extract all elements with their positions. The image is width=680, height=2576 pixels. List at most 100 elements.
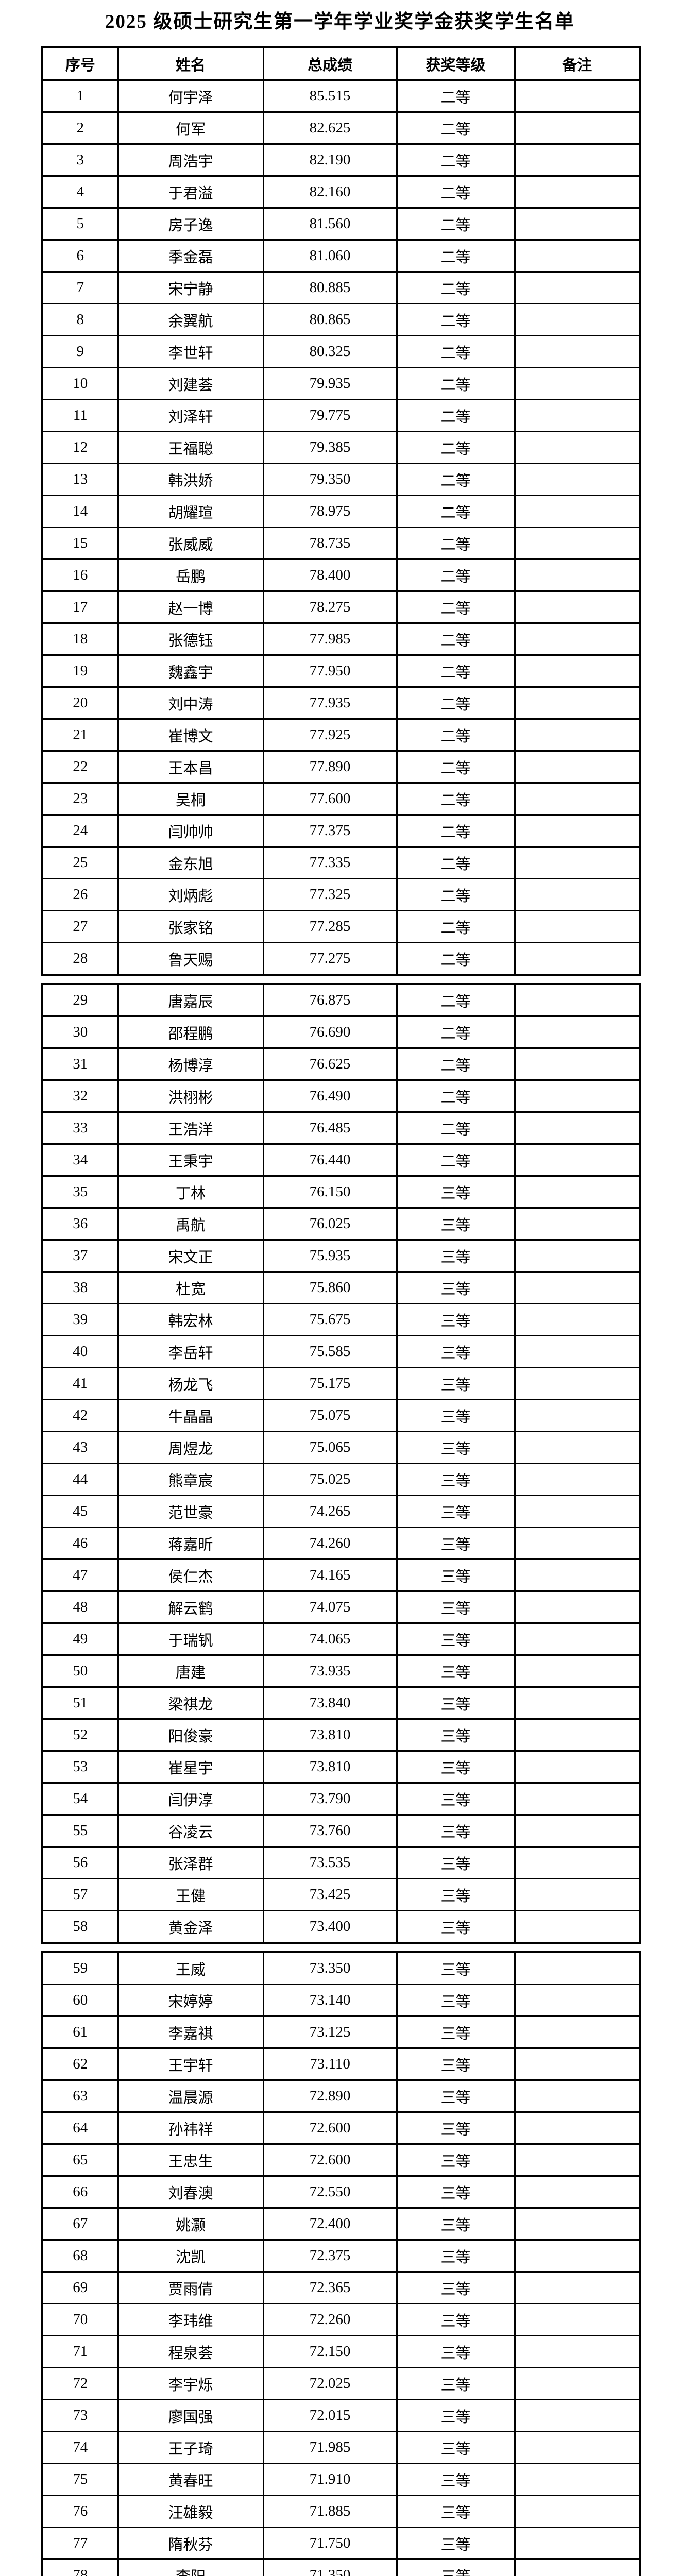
score-cell: 73.425 [262,1878,398,1911]
note-cell [514,239,641,273]
serial-cell: 65 [41,2143,119,2177]
award-cell: 二等 [396,558,516,592]
note-cell [514,782,641,816]
note-cell [514,718,641,752]
name-cell: 禹航 [117,1207,264,1241]
serial-cell: 38 [41,1271,119,1304]
name-cell: 崔星宇 [117,1750,264,1784]
note-cell [514,1782,641,1816]
award-cell: 二等 [396,686,516,720]
score-cell: 73.140 [262,1984,398,2017]
award-cell: 三等 [396,1878,516,1911]
serial-cell: 10 [41,367,119,400]
score-cell: 78.975 [262,495,398,528]
note-cell [514,1335,641,1368]
note-cell [514,2367,641,2400]
award-cell: 三等 [396,1239,516,1273]
note-cell [514,878,641,911]
score-cell: 74.075 [262,1590,398,1624]
serial-cell: 53 [41,1750,119,1784]
score-cell: 74.065 [262,1622,398,1656]
score-cell: 81.560 [262,207,398,241]
score-cell: 71.350 [262,2558,398,2576]
table-row: 24 闫帅帅 77.375 二等 [41,814,641,848]
score-cell: 73.110 [262,2047,398,2081]
serial-cell: 22 [41,750,119,784]
table-row: 3 周浩宇 82.190 二等 [41,143,641,177]
note-cell [514,590,641,624]
serial-cell: 73 [41,2399,119,2432]
serial-cell: 14 [41,495,119,528]
score-cell: 73.935 [262,1654,398,1688]
name-cell: 张威威 [117,527,264,560]
score-cell: 72.015 [262,2399,398,2432]
table-row: 16 岳鹏 78.400 二等 [41,558,641,592]
award-cell: 二等 [396,431,516,464]
award-cell: 二等 [396,111,516,145]
name-cell: 邵程鹏 [117,1015,264,1049]
note-cell [514,1367,641,1400]
award-cell: 三等 [396,1846,516,1879]
name-cell: 宋文正 [117,1239,264,1273]
note-cell [514,2495,641,2528]
note-cell [514,846,641,879]
score-cell: 75.675 [262,1303,398,1336]
name-cell: 熊章宸 [117,1463,264,1496]
serial-cell: 1 [41,79,119,113]
serial-cell: 48 [41,1590,119,1624]
serial-cell: 16 [41,558,119,592]
note-cell [514,1143,641,1177]
note-cell [514,2431,641,2464]
award-cell: 三等 [396,1495,516,1528]
serial-cell: 39 [41,1303,119,1336]
name-cell: 金东旭 [117,846,264,879]
serial-cell: 30 [41,1015,119,1049]
name-cell: 韩洪娇 [117,463,264,496]
award-cell: 三等 [396,1558,516,1592]
name-cell: 刘炳彪 [117,878,264,911]
name-cell: 唐建 [117,1654,264,1688]
column-header: 获奖等级 [396,46,516,81]
serial-cell: 61 [41,2015,119,2049]
serial-cell: 42 [41,1399,119,1432]
award-cell: 三等 [396,2303,516,2336]
table-row: 76 汪雄毅 71.885 三等 [41,2495,641,2528]
award-cell: 三等 [396,1910,516,1944]
note-cell [514,1686,641,1720]
name-cell: 李世轩 [117,335,264,368]
name-cell: 王本昌 [117,750,264,784]
award-cell: 三等 [396,1207,516,1241]
name-cell: 程泉荟 [117,2335,264,2368]
score-cell: 81.060 [262,239,398,273]
serial-cell: 7 [41,271,119,304]
award-cell: 二等 [396,1111,516,1145]
note-cell [514,2175,641,2209]
name-cell: 沈凯 [117,2239,264,2273]
note-cell [514,1495,641,1528]
serial-cell: 59 [41,1951,119,1985]
serial-cell: 24 [41,814,119,848]
column-header: 备注 [514,46,641,81]
note-cell [514,1239,641,1273]
award-cell: 三等 [396,2239,516,2273]
name-cell: 赵一博 [117,590,264,624]
award-cell: 二等 [396,910,516,943]
table-row: 45 范世豪 74.265 三等 [41,1495,641,1528]
score-cell: 77.275 [262,942,398,976]
award-cell: 二等 [396,782,516,816]
note-cell [514,1175,641,1209]
score-cell: 77.935 [262,686,398,720]
serial-cell: 34 [41,1143,119,1177]
note-cell [514,1622,641,1656]
name-cell: 岳鹏 [117,558,264,592]
score-cell: 77.325 [262,878,398,911]
award-cell: 二等 [396,79,516,113]
name-cell: 胡耀瑄 [117,495,264,528]
serial-cell: 33 [41,1111,119,1145]
award-cell: 三等 [396,2271,516,2304]
table-row: 75 黄春旺 71.910 三等 [41,2463,641,2496]
table-row: 50 唐建 73.935 三等 [41,1654,641,1688]
name-cell: 廖国强 [117,2399,264,2432]
score-cell: 72.600 [262,2111,398,2145]
